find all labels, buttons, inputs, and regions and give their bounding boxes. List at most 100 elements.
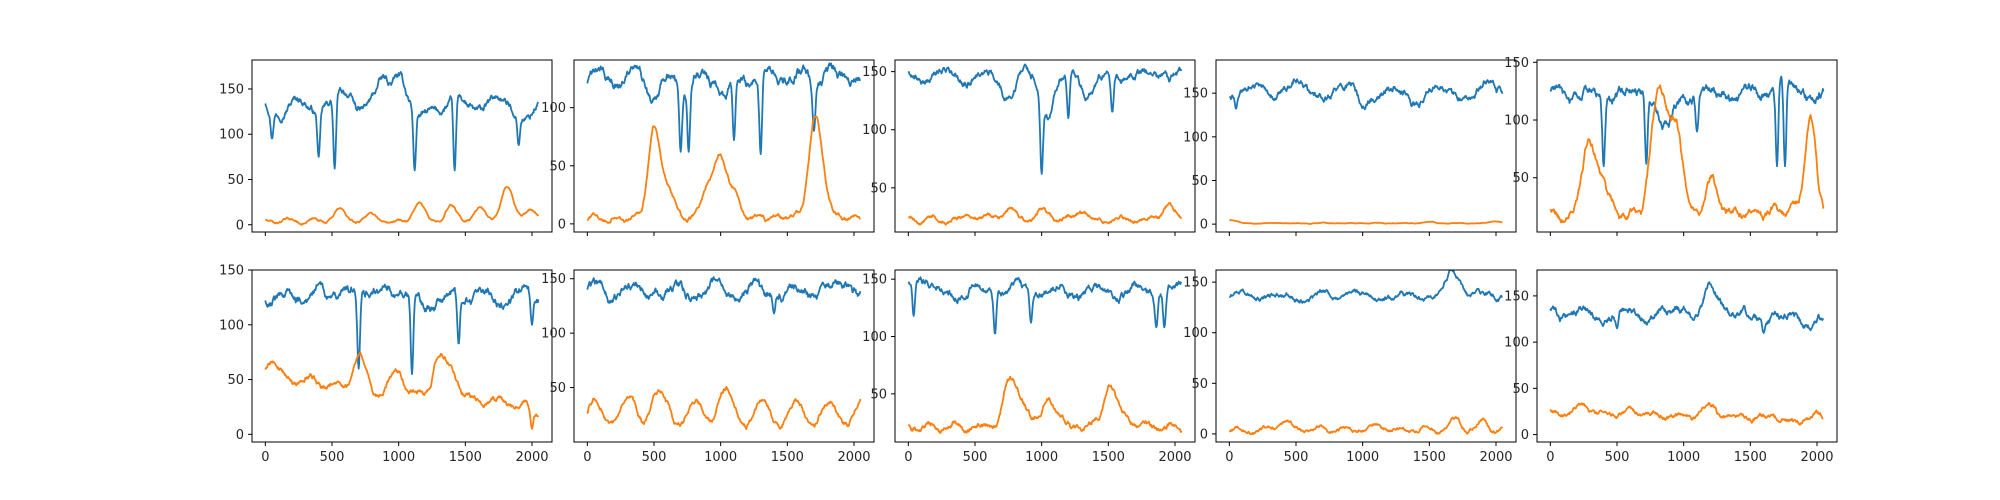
x-tick-label: 2000 — [515, 450, 548, 465]
series-line-orange — [1228, 416, 1504, 436]
y-tick-label: 0 — [558, 217, 566, 232]
y-tick-label: 100 — [1504, 114, 1529, 129]
y-tick-label: 50 — [870, 181, 887, 196]
y-tick-label: 50 — [1512, 171, 1529, 186]
y-tick-label: 150 — [1183, 87, 1208, 102]
x-tick-label: 2000 — [1158, 450, 1191, 465]
x-tick-label: 1500 — [449, 450, 482, 465]
series-line-blue — [1229, 270, 1503, 304]
y-tick-label: 150 — [862, 65, 887, 80]
axes-frame — [1215, 59, 1517, 233]
y-tick-label: 0 — [1200, 218, 1208, 233]
x-tick-label: 500 — [1284, 450, 1309, 465]
series-line-orange — [907, 375, 1183, 434]
subplot-1: 0 50 100 150 — [219, 59, 553, 236]
subplot-4: 0 50 100 150 — [1183, 59, 1517, 236]
y-tick-label: 50 — [549, 159, 566, 174]
y-tick-label: 50 — [549, 381, 566, 396]
axes-frame — [251, 59, 553, 233]
axes-frame — [1536, 59, 1838, 233]
x-tick-label: 1000 — [1025, 450, 1058, 465]
y-tick-label: 150 — [862, 273, 887, 288]
y-tick-label: 100 — [862, 123, 887, 138]
series-line-blue — [907, 63, 1183, 175]
y-tick-label: 50 — [870, 387, 887, 402]
series-line-orange — [908, 202, 1183, 226]
axes-frame — [894, 269, 1196, 443]
x-tick-label: 2000 — [837, 450, 870, 465]
y-tick-label: 100 — [1183, 326, 1208, 341]
y-tick-label: 50 — [1191, 174, 1208, 189]
series-line-blue — [586, 62, 861, 155]
x-tick-label: 500 — [1605, 450, 1630, 465]
y-tick-label: 100 — [541, 101, 566, 116]
series-line-orange — [1229, 219, 1503, 225]
x-tick-label: 0 — [261, 450, 269, 465]
y-tick-label: 100 — [541, 327, 566, 342]
y-tick-label: 150 — [219, 82, 244, 97]
axes-frame — [573, 59, 875, 233]
y-tick-label: 0 — [1200, 427, 1208, 442]
x-tick-label: 0 — [1546, 450, 1554, 465]
x-tick-label: 0 — [583, 450, 591, 465]
y-tick-label: 150 — [219, 264, 244, 279]
y-tick-label: 150 — [1504, 56, 1529, 71]
y-tick-label: 50 — [1191, 377, 1208, 392]
series-line-orange — [586, 115, 861, 224]
x-tick-label: 1500 — [1734, 450, 1767, 465]
series-line-orange — [1549, 84, 1825, 224]
axes-frame — [251, 269, 553, 443]
x-tick-label: 500 — [963, 450, 988, 465]
x-tick-label: 0 — [1225, 450, 1233, 465]
x-tick-label: 1000 — [704, 450, 737, 465]
series-line-blue — [264, 281, 540, 375]
subplot-3: 50 100 150 — [862, 59, 1196, 236]
x-tick-label: 1500 — [1413, 450, 1446, 465]
series-line-orange — [1549, 402, 1824, 426]
y-tick-label: 150 — [1504, 289, 1529, 304]
axes-frame — [894, 59, 1196, 233]
y-tick-label: 0 — [236, 428, 244, 443]
x-tick-label: 1000 — [1346, 450, 1379, 465]
subplot-2: 0 50 100 — [541, 59, 875, 236]
y-tick-label: 100 — [1504, 336, 1529, 351]
series-line-blue — [1549, 281, 1825, 334]
series-line-orange — [586, 386, 862, 430]
x-tick-label: 500 — [320, 450, 345, 465]
series-line-orange — [264, 186, 540, 226]
y-tick-label: 50 — [227, 173, 244, 188]
axes-frame — [1536, 269, 1838, 443]
y-tick-label: 0 — [1521, 428, 1529, 443]
x-tick-label: 2000 — [1800, 450, 1833, 465]
x-tick-label: 2000 — [1479, 450, 1512, 465]
series-line-blue — [1549, 75, 1825, 168]
y-tick-label: 100 — [219, 318, 244, 333]
axes-frame — [1215, 269, 1517, 443]
y-tick-label: 0 — [236, 218, 244, 233]
x-tick-label: 1500 — [771, 450, 804, 465]
series-line-blue — [1229, 78, 1504, 111]
x-tick-label: 1000 — [1667, 450, 1700, 465]
series-line-blue — [586, 276, 862, 315]
series-line-blue — [264, 71, 539, 172]
y-tick-label: 150 — [541, 272, 566, 287]
subplot-5: 50 100 150 — [1504, 56, 1838, 236]
y-tick-label: 100 — [1183, 130, 1208, 145]
y-tick-label: 100 — [862, 330, 887, 345]
x-tick-label: 0 — [904, 450, 912, 465]
x-tick-label: 500 — [642, 450, 667, 465]
x-tick-label: 1000 — [382, 450, 415, 465]
x-tick-label: 1500 — [1092, 450, 1125, 465]
y-tick-label: 50 — [1512, 382, 1529, 397]
series-line-orange — [264, 351, 540, 430]
y-tick-label: 100 — [219, 128, 244, 143]
series-line-blue — [907, 276, 1183, 335]
axes-frame — [573, 269, 875, 443]
y-tick-label: 150 — [1183, 276, 1208, 291]
